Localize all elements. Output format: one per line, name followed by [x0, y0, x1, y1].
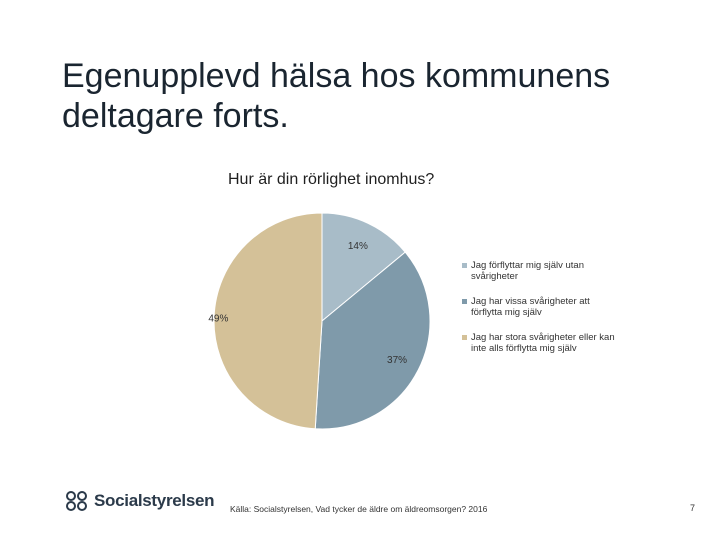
legend-item: Jag förflyttar mig själv utan svårighete…	[462, 260, 622, 282]
legend-label: Jag förflyttar mig själv utan svårighete…	[471, 260, 584, 282]
pie-slices	[213, 212, 431, 430]
legend-item: Jag har vissa svårigheter att förflytta …	[462, 296, 622, 318]
pie-slice	[321, 212, 406, 323]
chart-title: Hur är din rörlighet inomhus?	[228, 171, 435, 188]
legend-label: Jag har vissa svårigheter att förflytta …	[471, 296, 590, 318]
pie-data-label: 37%	[387, 355, 407, 366]
chart-legend: Jag förflyttar mig själv utan svårighete…	[462, 260, 622, 368]
legend-swatch	[462, 335, 467, 340]
slide-title: Egenupplevd hälsa hos kommunens deltagar…	[62, 57, 611, 135]
pie-slice	[314, 251, 431, 430]
pie-data-label: 14%	[348, 241, 368, 252]
pie-slice	[213, 212, 323, 430]
pie-data-label: 49%	[208, 314, 228, 325]
legend-swatch	[462, 299, 467, 304]
socialstyrelsen-logo: Socialstyrelsen	[64, 488, 215, 514]
logo-emblem-icon	[66, 491, 87, 511]
legend-swatch	[462, 263, 467, 268]
legend-label: Jag har stora svårigheter eller kan inte…	[471, 332, 615, 354]
pie-data-labels: 14% 37% 49%	[208, 241, 407, 366]
legend-item: Jag har stora svårigheter eller kan inte…	[462, 332, 622, 354]
source-note: Källa: Socialstyrelsen, Vad tycker de äl…	[230, 504, 488, 514]
page-number: 7	[690, 503, 696, 513]
logo-text: Socialstyrelsen	[94, 491, 215, 510]
